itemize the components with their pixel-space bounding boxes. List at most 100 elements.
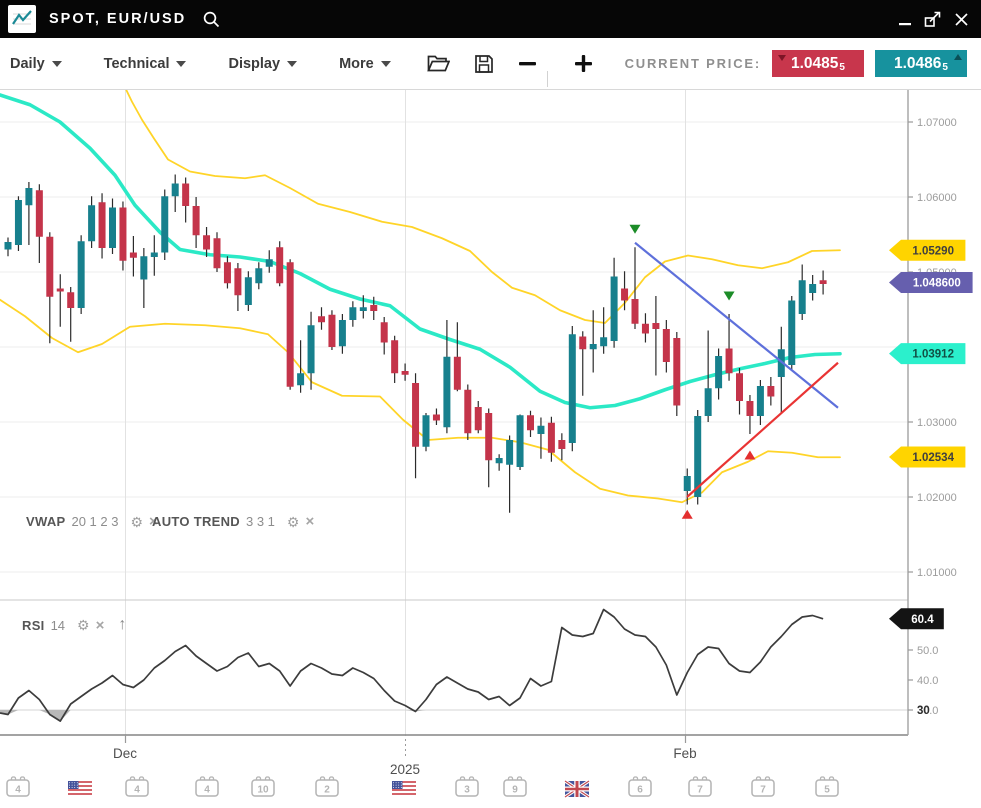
candle-body-up [14, 200, 22, 245]
time-axis-label: Feb [673, 746, 696, 761]
trend-line[interactable] [686, 361, 839, 498]
rsi-line [0, 608, 824, 722]
menu-timeframe-label: Daily [10, 55, 45, 72]
close-icon[interactable] [954, 12, 969, 27]
toolbar: Daily Technical Display More CUR [0, 38, 981, 90]
flag-stripe [68, 783, 92, 785]
uk-flag-icon[interactable] [564, 779, 590, 799]
calendar-event-icon[interactable]: 7 [688, 776, 712, 797]
rsi-move-up-icon[interactable]: ↑ [118, 616, 127, 633]
candle [579, 331, 587, 396]
search-icon[interactable] [202, 10, 221, 29]
flag-star [74, 787, 76, 788]
vwap-settings-icon[interactable]: ⚙ [130, 513, 144, 530]
trend-line[interactable] [634, 241, 839, 409]
candle [589, 310, 597, 373]
candle [788, 296, 796, 371]
flag-star [71, 787, 73, 788]
auto-trend-indicator-label: AUTO TREND 3 3 1 ⚙ × [152, 514, 314, 529]
candle-body-down [380, 322, 388, 343]
candle [464, 384, 472, 440]
calendar-event-icon[interactable]: 4 [195, 776, 219, 797]
candle [244, 271, 252, 311]
rsi-settings-icon[interactable]: ⚙ [77, 617, 90, 633]
calendar-event-icon[interactable]: 9 [503, 776, 527, 797]
rsi-name: RSI [22, 617, 45, 633]
candle-body-down [662, 329, 670, 362]
save-icon[interactable] [474, 54, 494, 74]
candle-body-up [244, 277, 252, 305]
menu-more[interactable]: More [339, 56, 391, 72]
calendar-event-icon[interactable]: 10 [251, 776, 275, 797]
zoom-out-icon[interactable] [518, 54, 537, 73]
candle [213, 232, 221, 272]
menu-technical[interactable]: Technical [104, 56, 187, 72]
flag-star [69, 782, 70, 784]
candle [600, 307, 608, 354]
rsi-remove-icon[interactable]: × [95, 616, 105, 634]
window-controls [898, 11, 969, 28]
candle-body-up [537, 425, 545, 434]
calendar-event-icon[interactable]: 2 [315, 776, 339, 797]
title-bar: SPOT, EUR/USD [0, 0, 981, 38]
calendar-day: 3 [464, 785, 470, 796]
auto-trend-remove-icon[interactable]: × [305, 513, 315, 530]
bid-price-button[interactable]: 1.0485 5 [772, 50, 864, 77]
chevron-down-icon [51, 60, 62, 67]
rsi-params: 14 [50, 617, 66, 633]
flag-star [395, 782, 397, 784]
candle-body-up [589, 344, 597, 350]
calendar-event-icon[interactable]: 4 [6, 776, 30, 797]
rsi-tick-label: 50.0 [917, 645, 938, 657]
candle [547, 416, 555, 462]
minimize-icon[interactable] [898, 11, 912, 27]
rsi-tick-label: 40.0 [917, 675, 938, 687]
rsi-tick-label: 30.0 [917, 705, 938, 717]
candle-body-up [788, 300, 796, 365]
ask-price: 1.0486 [894, 54, 942, 72]
flag-star [76, 787, 78, 788]
calendar-day: 4 [204, 785, 210, 796]
vwap-line [0, 93, 842, 410]
ask-price-button[interactable]: 1.0486 5 [875, 50, 967, 77]
calendar-box [315, 779, 339, 797]
candle-body-down [432, 414, 440, 421]
menu-display[interactable]: Display [228, 56, 298, 72]
candle-body-up [516, 415, 524, 467]
flag-stripe [68, 785, 92, 787]
calendar-event-icon[interactable]: 7 [751, 776, 775, 797]
calendar-event-icon[interactable]: 5 [815, 776, 839, 797]
popout-icon[interactable] [924, 11, 942, 28]
calendar-event-icon[interactable]: 3 [455, 776, 479, 797]
time-axis-label: 2025 [390, 762, 420, 777]
calendar-box [751, 779, 775, 797]
candle [401, 363, 409, 381]
calendar-event-icon[interactable]: 6 [628, 776, 652, 797]
zoom-in-icon[interactable] [574, 54, 593, 73]
app-logo-icon [8, 5, 36, 33]
candle [223, 256, 231, 289]
menu-technical-label: Technical [103, 55, 170, 72]
flag-cross-red [565, 787, 589, 791]
candle-body-down [558, 440, 566, 449]
candle-body-up [694, 416, 702, 497]
flag-star [393, 782, 394, 784]
us-flag-icon[interactable] [392, 781, 416, 797]
candle-body-up [568, 334, 576, 443]
calendar-event-icon[interactable]: 4 [125, 776, 149, 797]
us-flag-icon[interactable] [68, 781, 92, 797]
candle-body-down [35, 190, 43, 237]
candle-body-up [422, 415, 430, 447]
candle [422, 413, 430, 452]
rsi-pane [0, 608, 824, 722]
menu-timeframe[interactable]: Daily [10, 56, 62, 72]
open-layout-icon[interactable] [426, 55, 450, 73]
candle-body-down [234, 268, 242, 296]
auto-trend-settings-icon[interactable]: ⚙ [286, 513, 300, 530]
candle-body-down [474, 407, 482, 431]
vwap-remove-icon[interactable]: × [149, 513, 158, 530]
ask-price-fraction: 5 [942, 62, 948, 73]
candle [662, 320, 670, 373]
flag-stripe [392, 781, 416, 783]
